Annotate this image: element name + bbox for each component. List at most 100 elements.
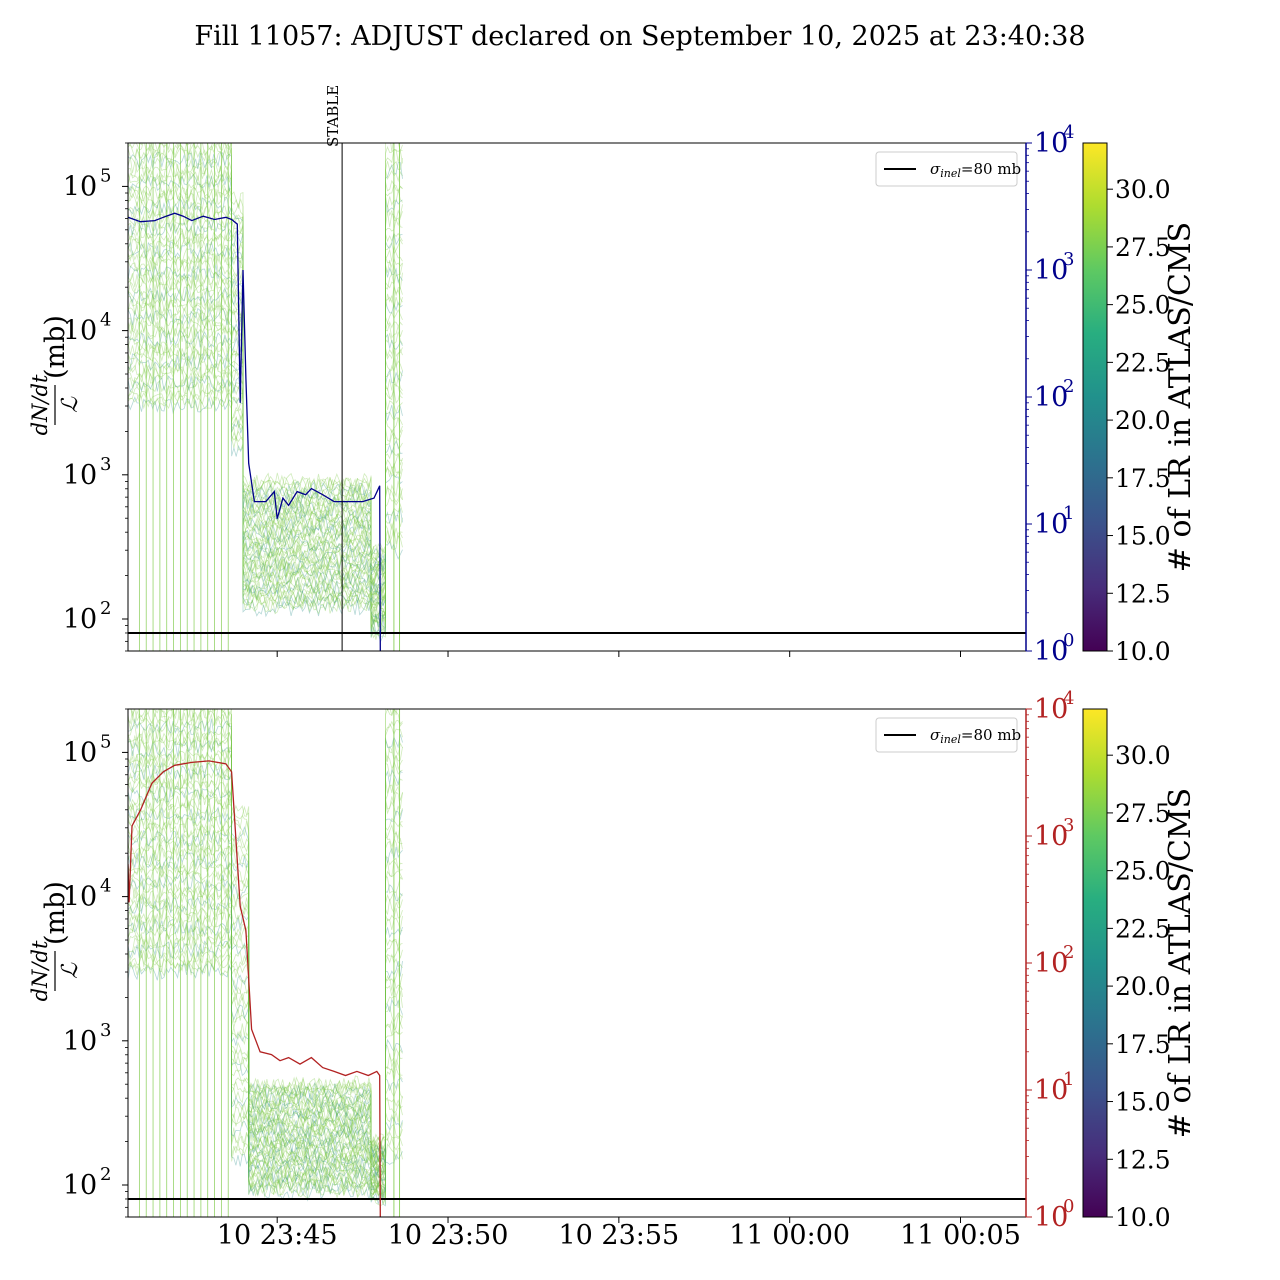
y-left-tick-label: 10 xyxy=(63,1026,97,1057)
colorbar-tick-label: 30.0 xyxy=(1115,741,1171,770)
band-curve xyxy=(128,864,403,1186)
band-curve xyxy=(128,940,403,1201)
y-label-denominator: ℒ xyxy=(58,396,83,413)
band-curve xyxy=(128,143,403,562)
y-right-tick-label: 10 xyxy=(1034,1202,1068,1233)
band-curve xyxy=(128,214,403,585)
band-curve xyxy=(128,378,403,635)
colorbar-tick-label: 17.5 xyxy=(1115,464,1171,493)
band-curve xyxy=(128,147,403,561)
band-curve xyxy=(128,758,403,1165)
band-curve xyxy=(128,933,403,1199)
band-curve xyxy=(128,316,403,615)
y-right-tick-label: 10 xyxy=(1034,255,1068,286)
band-curve xyxy=(128,151,403,564)
band-curve xyxy=(128,165,403,569)
legend: σinel=80 mb xyxy=(875,717,1021,753)
colorbar-tick-label: 17.5 xyxy=(1115,1030,1171,1059)
band-curve xyxy=(128,387,403,639)
band-curve xyxy=(128,232,403,591)
band-curve xyxy=(128,329,403,620)
right-axis-series xyxy=(128,212,381,651)
band-curve xyxy=(128,312,403,614)
colorbar-label: # of LR in ATLAS/CMS xyxy=(1163,222,1198,572)
colorbar-tick-label: 10.0 xyxy=(1115,1203,1171,1232)
band-curve xyxy=(128,761,403,1166)
band-curve xyxy=(128,785,403,1166)
band-curve xyxy=(128,302,403,610)
band-curve xyxy=(128,725,403,1156)
band-curve xyxy=(128,775,403,1161)
band-curve xyxy=(128,392,403,640)
y-right-tick-exp: 2 xyxy=(1063,942,1074,963)
axes-frame xyxy=(127,708,1027,1218)
top-colorbar: 10.0 12.5 15.0 17.5 20.0 22.5 25.0 27.5 30.0 # of… xyxy=(1082,142,1198,666)
y-left-tick-label: 10 xyxy=(63,604,97,635)
x-tick-label: 10 23:55 xyxy=(558,1220,679,1251)
y-right-tick-label: 10 xyxy=(1034,636,1068,667)
y-left-tick-exp: 4 xyxy=(100,876,111,897)
band-curve xyxy=(128,892,403,1188)
band-curve xyxy=(128,792,403,1170)
band-curve xyxy=(128,753,403,1162)
y-right-tick-label: 10 xyxy=(1034,948,1068,979)
band-curve xyxy=(128,811,403,1171)
y-left-tick-exp: 2 xyxy=(100,1164,111,1185)
legend-box xyxy=(875,717,1018,753)
colorbar-tick-label: 27.5 xyxy=(1115,799,1171,828)
y-left-tick-label: 10 xyxy=(63,882,97,913)
band-curve xyxy=(128,731,403,1153)
band-curve xyxy=(128,196,403,575)
band-curve xyxy=(128,294,403,609)
band-curve xyxy=(128,320,403,618)
figure-title: Fill 11057: ADJUST declared on September… xyxy=(194,21,1085,52)
band-curve xyxy=(128,245,403,592)
band-curve xyxy=(128,895,403,1192)
y-right-tick-label: 10 xyxy=(1034,382,1068,413)
band-curve xyxy=(128,298,403,610)
band-curve xyxy=(128,276,403,599)
band-curve xyxy=(128,851,403,1181)
y-left-tick-exp: 3 xyxy=(100,454,111,475)
y-left-tick-exp: 4 xyxy=(100,310,111,331)
colorbar-tick-label: 10.0 xyxy=(1115,637,1171,666)
band-curve xyxy=(128,339,403,625)
y-axis-label: dN/dt ℒ (mb) xyxy=(28,315,83,435)
band-curve xyxy=(128,191,403,577)
colorbar-tick-label: 15.0 xyxy=(1115,522,1171,551)
band-curve xyxy=(128,815,403,1175)
band-curve xyxy=(128,904,403,1195)
y-right-tick-exp: 4 xyxy=(1063,688,1074,709)
y-left-tick-exp: 3 xyxy=(100,1020,111,1041)
band-curve xyxy=(128,222,403,588)
band-curve xyxy=(128,371,403,633)
band-curve xyxy=(128,156,403,565)
legend: σinel=80 mb xyxy=(875,151,1021,187)
band-curve xyxy=(128,722,403,1155)
band-curve xyxy=(128,184,403,564)
band-curve xyxy=(128,160,403,566)
band-curve xyxy=(128,909,403,1195)
band-curve xyxy=(128,766,403,1164)
y-right-tick-exp: 4 xyxy=(1063,122,1074,143)
y-right-tick-label: 10 xyxy=(1034,128,1068,159)
band-curve xyxy=(128,709,403,1149)
colorbar-tick-label: 25.0 xyxy=(1115,291,1171,320)
colorbar-tick-label: 20.0 xyxy=(1115,972,1171,1001)
band-curve xyxy=(128,819,403,1176)
band-curve xyxy=(128,365,403,633)
band-curve xyxy=(128,735,403,1158)
band-curve xyxy=(128,944,403,1201)
colorbar-tick-label: 25.0 xyxy=(1115,857,1171,886)
x-tick-label: 10 23:45 xyxy=(217,1220,338,1251)
y-right-tick-exp: 1 xyxy=(1063,503,1074,524)
band-curve xyxy=(128,949,403,1205)
band-curve xyxy=(128,744,403,1158)
band-curve xyxy=(128,739,403,1159)
band-curve xyxy=(128,872,403,1182)
bottom-colorbar: 10.0 12.5 15.0 17.5 20.0 22.5 25.0 27.5 30.0 # of… xyxy=(1082,708,1198,1232)
y-right-tick-exp: 2 xyxy=(1063,376,1074,397)
